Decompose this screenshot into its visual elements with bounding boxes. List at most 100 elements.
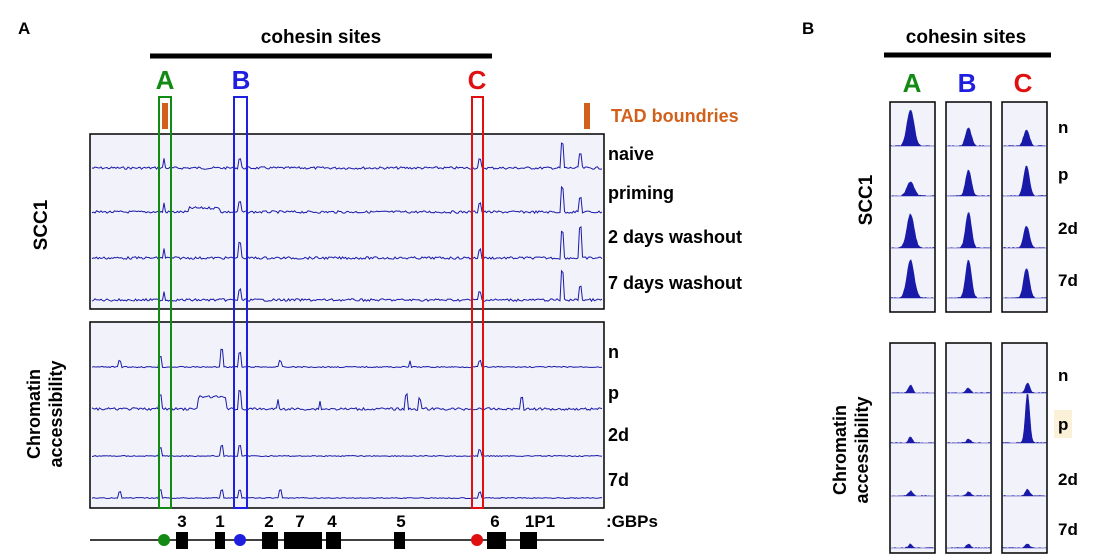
site-label-a: A bbox=[156, 65, 175, 95]
scc1-row-label-7d: 7d bbox=[1058, 271, 1078, 290]
chromatin-group-label: Chromatin accessibility bbox=[24, 360, 66, 467]
peak-shape bbox=[890, 436, 935, 444]
peak-shape bbox=[891, 213, 935, 249]
chromatin-row-label-p: p bbox=[1058, 415, 1068, 434]
peak-shape bbox=[946, 387, 992, 394]
gene-block bbox=[394, 532, 405, 549]
peak-shape bbox=[1002, 543, 1047, 549]
chromatin-box-b bbox=[945, 342, 992, 554]
gene-block bbox=[176, 532, 188, 549]
gene-label-1: 1 bbox=[215, 512, 224, 531]
chromatin-label-b-line2: accessibility bbox=[852, 396, 872, 503]
chromatin-row-label-2d: 2d bbox=[1058, 470, 1078, 489]
track-label-p: p bbox=[608, 383, 619, 403]
site-label-c-b: C bbox=[1014, 68, 1033, 98]
peak-shape bbox=[947, 212, 991, 249]
peak-shape bbox=[891, 490, 934, 497]
track-label-2d: 2d bbox=[608, 425, 629, 445]
signal-trace bbox=[91, 444, 602, 458]
peak-shape bbox=[891, 384, 935, 394]
peak-shape bbox=[1002, 225, 1046, 249]
peak-shape bbox=[1002, 488, 1046, 497]
cohesin-header-b: cohesin sites bbox=[906, 27, 1026, 48]
scc1-track-box bbox=[89, 133, 605, 310]
chromatin-label-b-line1: Chromatin bbox=[830, 405, 850, 495]
site-label-a-b: A bbox=[903, 68, 922, 98]
peak-shape bbox=[947, 259, 991, 299]
scc1-zoom-signals bbox=[890, 109, 1047, 299]
signal-trace bbox=[91, 269, 603, 303]
peak-shape bbox=[891, 181, 935, 197]
peak-shape bbox=[946, 438, 992, 444]
peak-shape bbox=[1003, 129, 1046, 147]
scc1-group-label-b: SCC1 bbox=[856, 174, 877, 225]
gene-label-1p1: 1P1 bbox=[525, 512, 555, 531]
track-label-7-days-washout: 7 days washout bbox=[608, 273, 742, 293]
chromatin-row-label-7d: 7d bbox=[1058, 520, 1078, 539]
scc1-row-label-2d: 2d bbox=[1058, 219, 1078, 238]
panel-b-label: B bbox=[802, 19, 814, 38]
gene-label-2: 2 bbox=[264, 512, 273, 531]
scc1-row-label-p: p bbox=[1058, 165, 1068, 184]
signal-trace bbox=[91, 348, 603, 369]
tad-boundary-mark bbox=[162, 103, 168, 129]
track-label-2-days-washout: 2 days washout bbox=[608, 227, 742, 247]
peak-shape bbox=[890, 109, 935, 147]
peak-shape bbox=[947, 543, 991, 549]
site-c-marker bbox=[471, 534, 483, 546]
chromatin-label-line2: accessibility bbox=[46, 360, 66, 467]
peak-shape bbox=[891, 543, 935, 549]
gene-block bbox=[215, 532, 225, 549]
peak-shape bbox=[1002, 382, 1047, 394]
chromatin-label-line1: Chromatin bbox=[24, 369, 44, 459]
site-label-b-b: B bbox=[958, 68, 977, 98]
chromatin-signals bbox=[91, 348, 603, 500]
peak-shape bbox=[946, 491, 991, 497]
tad-legend-swatch bbox=[584, 103, 590, 129]
peak-shape bbox=[946, 169, 991, 197]
panel-a-label: A bbox=[18, 19, 30, 38]
signal-trace bbox=[91, 185, 603, 215]
peak-shape bbox=[890, 259, 934, 299]
chromatin-zoom-signals bbox=[890, 382, 1047, 549]
gene-label-4: 4 bbox=[327, 512, 337, 531]
chromatin-track-box bbox=[89, 321, 605, 509]
track-label-naive: naive bbox=[608, 144, 654, 164]
panel-b: B cohesin sites A B C n p 2d 7d SCC1 n p… bbox=[802, 19, 1078, 554]
signal-trace bbox=[91, 225, 603, 261]
track-label-7d: 7d bbox=[608, 470, 629, 490]
scc1-group-label: SCC1 bbox=[31, 199, 52, 250]
site-c-highlight bbox=[471, 96, 484, 509]
peak-shape bbox=[947, 127, 991, 147]
gene-label-3: 3 bbox=[177, 512, 186, 531]
signal-trace bbox=[91, 389, 603, 412]
p-row-highlight bbox=[1054, 410, 1072, 438]
chromatin-box-a bbox=[889, 342, 936, 554]
site-label-c: C bbox=[468, 65, 487, 95]
scc1-row-label-n: n bbox=[1058, 118, 1068, 137]
site-label-b: B bbox=[232, 65, 251, 95]
tad-legend-label: TAD boundries bbox=[611, 106, 739, 126]
signal-trace bbox=[91, 142, 603, 170]
gene-block bbox=[487, 532, 506, 549]
chromatin-row-label-n: n bbox=[1058, 366, 1068, 385]
peak-shape bbox=[1002, 393, 1047, 444]
gene-block bbox=[262, 532, 278, 549]
chromatin-group-label-b: Chromatin accessibility bbox=[830, 396, 872, 503]
scc1-signals bbox=[91, 142, 603, 303]
site-b-highlight bbox=[233, 96, 248, 509]
gene-label-6: 6 bbox=[490, 512, 499, 531]
peak-shape bbox=[1002, 165, 1047, 197]
peak-shape bbox=[1003, 268, 1047, 299]
chromatin-box-c bbox=[1001, 342, 1048, 554]
gene-block bbox=[284, 532, 322, 549]
site-a-highlight bbox=[158, 96, 172, 509]
gene-axis-suffix: :GBPs bbox=[606, 512, 658, 531]
cohesin-header: cohesin sites bbox=[261, 27, 381, 48]
signal-trace bbox=[91, 489, 603, 500]
track-label-n: n bbox=[608, 342, 619, 362]
gene-label-7: 7 bbox=[295, 512, 304, 531]
site-a-marker bbox=[158, 534, 170, 546]
gene-block bbox=[520, 532, 537, 549]
